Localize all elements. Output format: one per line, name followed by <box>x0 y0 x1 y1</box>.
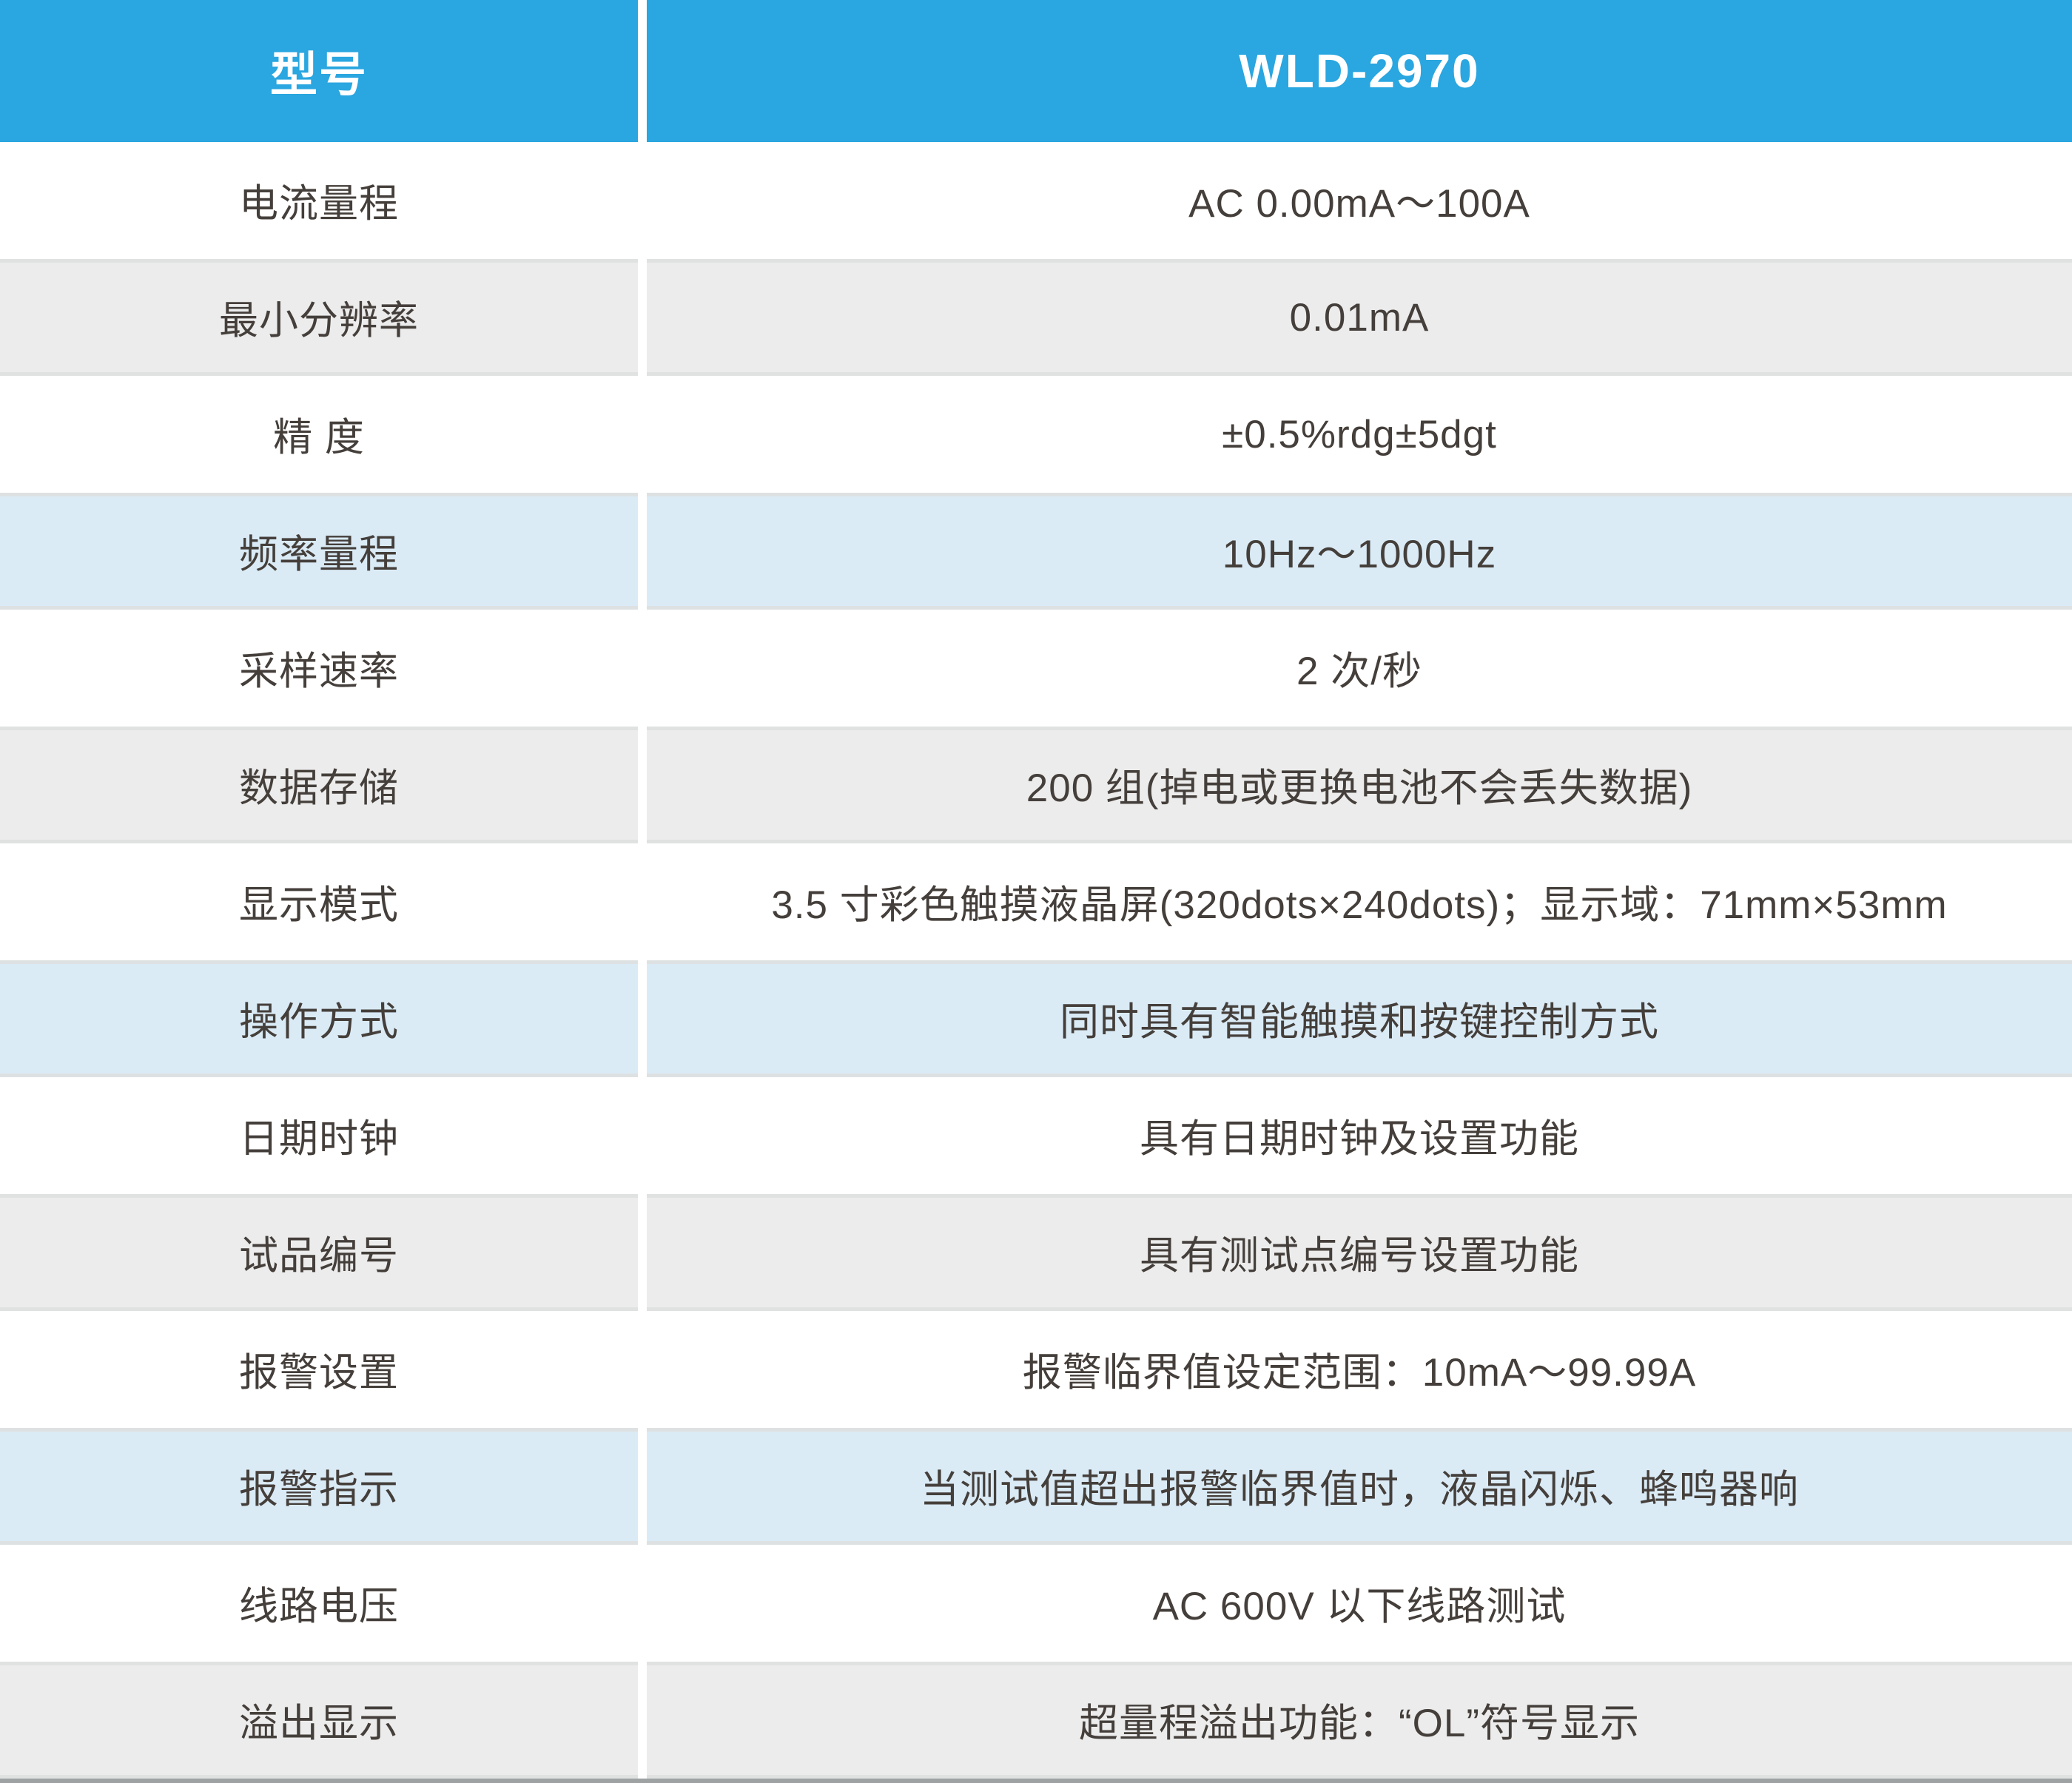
column-divider <box>638 1194 647 1311</box>
spec-row-label: 采样速率 <box>0 610 638 727</box>
spec-row-label: 报警指示 <box>0 1428 638 1545</box>
spec-row-label: 操作方式 <box>0 960 638 1077</box>
spec-row-value: 报警临界值设定范围：10mA～99.99A <box>647 1311 2072 1428</box>
column-divider <box>638 259 647 376</box>
spec-row: 显示模式 3.5 寸彩色触摸液晶屏(320dots×240dots)；显示域：7… <box>0 843 2072 960</box>
column-divider <box>638 960 647 1077</box>
spec-row-value: 具有测试点编号设置功能 <box>647 1194 2072 1311</box>
column-divider <box>638 142 647 259</box>
spec-row-value: ±0.5%rdg±5dgt <box>647 376 2072 493</box>
table-header-row: 型号 WLD-2970 <box>0 0 2072 142</box>
column-divider <box>638 610 647 727</box>
header-model-value: WLD-2970 <box>647 0 2072 142</box>
spec-row-label: 日期时钟 <box>0 1077 638 1194</box>
spec-row-value: 3.5 寸彩色触摸液晶屏(320dots×240dots)；显示域：71mm×5… <box>647 843 2072 960</box>
column-divider <box>638 1545 647 1662</box>
spec-row-value: 同时具有智能触摸和按键控制方式 <box>647 960 2072 1077</box>
spec-row-value: AC 600V 以下线路测试 <box>647 1545 2072 1662</box>
spec-row-label: 电流量程 <box>0 142 638 259</box>
table-body: 电流量程 AC 0.00mA～100A 最小分辨率 0.01mA 精 度 ±0.… <box>0 142 2072 1779</box>
spec-row: 报警指示 当测试值超出报警临界值时，液晶闪烁、蜂鸣器响 <box>0 1428 2072 1545</box>
spec-row-label: 数据存储 <box>0 727 638 843</box>
spec-row-label: 精 度 <box>0 376 638 493</box>
spec-row-value: 200 组(掉电或更换电池不会丢失数据) <box>647 727 2072 843</box>
column-divider <box>638 727 647 843</box>
column-divider <box>638 1077 647 1194</box>
spec-row-label: 报警设置 <box>0 1311 638 1428</box>
spec-row: 精 度 ±0.5%rdg±5dgt <box>0 376 2072 493</box>
spec-row: 操作方式 同时具有智能触摸和按键控制方式 <box>0 960 2072 1077</box>
spec-row: 采样速率 2 次/秒 <box>0 610 2072 727</box>
column-divider <box>638 1662 647 1779</box>
spec-row-value: 2 次/秒 <box>647 610 2072 727</box>
spec-row-value: 0.01mA <box>647 259 2072 376</box>
spec-row: 线路电压 AC 600V 以下线路测试 <box>0 1545 2072 1662</box>
spec-row: 电流量程 AC 0.00mA～100A <box>0 142 2072 259</box>
header-model-label: 型号 <box>0 0 638 142</box>
column-divider <box>638 0 647 142</box>
spec-row-label: 线路电压 <box>0 1545 638 1662</box>
spec-row-label: 频率量程 <box>0 493 638 610</box>
spec-row: 数据存储 200 组(掉电或更换电池不会丢失数据) <box>0 727 2072 843</box>
spec-row-value: 10Hz～1000Hz <box>647 493 2072 610</box>
spec-row-value: 具有日期时钟及设置功能 <box>647 1077 2072 1194</box>
spec-row-label: 显示模式 <box>0 843 638 960</box>
column-divider <box>638 1428 647 1545</box>
spec-row-value: AC 0.00mA～100A <box>647 142 2072 259</box>
spec-row-value: 超量程溢出功能：“OL”符号显示 <box>647 1662 2072 1779</box>
bottom-edge-bar <box>0 1779 2072 1783</box>
spec-row: 最小分辨率 0.01mA <box>0 259 2072 376</box>
column-divider <box>638 1311 647 1428</box>
spec-row: 频率量程 10Hz～1000Hz <box>0 493 2072 610</box>
spec-row: 溢出显示 超量程溢出功能：“OL”符号显示 <box>0 1662 2072 1779</box>
spec-row: 报警设置 报警临界值设定范围：10mA～99.99A <box>0 1311 2072 1428</box>
spec-row: 试品编号 具有测试点编号设置功能 <box>0 1194 2072 1311</box>
spec-row-label: 溢出显示 <box>0 1662 638 1779</box>
spec-row-label: 试品编号 <box>0 1194 638 1311</box>
column-divider <box>638 493 647 610</box>
spec-row-value: 当测试值超出报警临界值时，液晶闪烁、蜂鸣器响 <box>647 1428 2072 1545</box>
column-divider <box>638 843 647 960</box>
spec-row-label: 最小分辨率 <box>0 259 638 376</box>
spec-row: 日期时钟 具有日期时钟及设置功能 <box>0 1077 2072 1194</box>
column-divider <box>638 376 647 493</box>
